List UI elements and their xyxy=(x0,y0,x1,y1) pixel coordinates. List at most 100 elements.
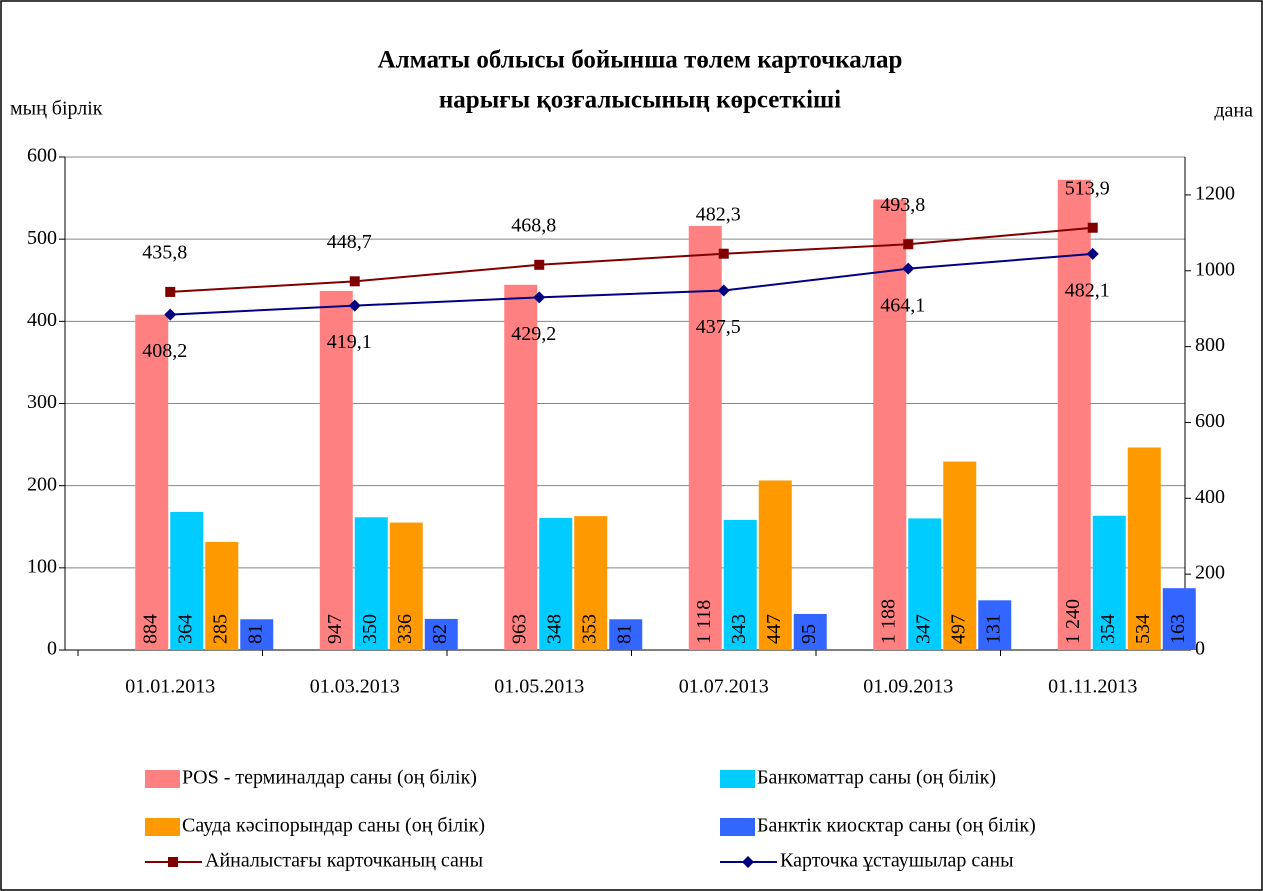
y2-tick-label: 200 xyxy=(1195,562,1225,584)
y-tick-label: 200 xyxy=(27,473,57,495)
bar-value-label: 364 xyxy=(174,614,196,644)
y2-tick-label: 400 xyxy=(1195,486,1225,508)
legend-label: POS - терминалдар саны (оң білік) xyxy=(182,767,477,789)
y2-axis-label: дана xyxy=(1214,100,1253,122)
bar-value-label: 1 188 xyxy=(877,599,899,644)
x-tick-label: 01.01.2013 xyxy=(125,676,215,698)
marker xyxy=(903,239,914,250)
legend-swatch xyxy=(720,770,755,788)
bar-value-label: 354 xyxy=(1097,614,1119,644)
y-tick-label: 0 xyxy=(47,638,57,660)
y-tick-label: 400 xyxy=(27,309,57,331)
bar xyxy=(389,522,423,650)
line-value-label: 448,7 xyxy=(327,231,372,253)
y2-tick-label: 800 xyxy=(1195,334,1225,356)
bar-value-label: 285 xyxy=(209,614,231,644)
bar xyxy=(1057,179,1091,650)
line-value-label: 419,1 xyxy=(327,331,372,353)
line xyxy=(170,252,1093,316)
x-tick-label: 01.05.2013 xyxy=(494,676,584,698)
line-value-label: 429,2 xyxy=(511,323,556,345)
x-tick-label: 01.09.2013 xyxy=(863,676,953,698)
bar-value-label: 884 xyxy=(139,614,161,644)
line-value-label: 513,9 xyxy=(1065,177,1110,199)
legend-label: Банкоматтар саны (оң білік) xyxy=(757,767,996,789)
bar-value-label: 497 xyxy=(947,614,969,644)
line-value-label: 464,1 xyxy=(880,294,925,316)
y-tick-label: 100 xyxy=(27,555,57,577)
marker xyxy=(349,276,360,287)
marker xyxy=(902,262,915,275)
y2-tick-label: 600 xyxy=(1195,410,1225,432)
bar xyxy=(723,519,757,650)
bar xyxy=(758,480,792,650)
bar-value-label: 163 xyxy=(1167,614,1189,644)
line-value-label: 408,2 xyxy=(142,340,187,362)
y2-tick-label: 1200 xyxy=(1195,183,1235,205)
y-tick-label: 300 xyxy=(27,391,57,413)
bar-value-label: 131 xyxy=(982,614,1004,644)
marker xyxy=(348,299,361,312)
chart-title: нарығы қозғалысының көрсеткіші xyxy=(439,87,841,114)
legend-marker xyxy=(742,856,754,868)
bar xyxy=(609,619,643,650)
legend-swatch xyxy=(720,818,755,836)
legend-label: Карточка ұстаушылар саны xyxy=(780,850,1014,872)
y2-tick-label: 1000 xyxy=(1195,258,1235,280)
legend-marker xyxy=(168,857,178,867)
bar xyxy=(319,290,353,650)
bar xyxy=(170,511,204,650)
line-value-label: 468,8 xyxy=(511,214,556,236)
bar xyxy=(205,541,239,650)
marker xyxy=(533,291,546,304)
bar-value-label: 81 xyxy=(244,624,266,644)
bar-value-label: 347 xyxy=(912,614,934,644)
x-tick-label: 01.07.2013 xyxy=(679,676,769,698)
bar-value-label: 95 xyxy=(798,624,820,644)
marker xyxy=(1086,247,1099,260)
line-value-label: 482,3 xyxy=(696,203,741,225)
bar xyxy=(978,600,1012,650)
bar xyxy=(793,613,827,650)
line-value-label: 437,5 xyxy=(696,316,741,338)
legend-swatch xyxy=(145,770,180,788)
bar-value-label: 1 240 xyxy=(1062,599,1084,644)
legend-label: Сауда кәсіпорындар саны (оң білік) xyxy=(182,815,485,837)
bar-value-label: 348 xyxy=(543,614,565,644)
y-tick-label: 500 xyxy=(27,227,57,249)
bar xyxy=(539,518,573,650)
bar-value-label: 947 xyxy=(324,614,346,644)
bar xyxy=(240,619,274,650)
bar xyxy=(574,516,608,650)
bar-value-label: 353 xyxy=(578,614,600,644)
line-value-label: 493,8 xyxy=(880,194,925,216)
bar xyxy=(873,199,907,650)
bar-value-label: 447 xyxy=(763,614,785,644)
bar-value-label: 963 xyxy=(508,614,530,644)
bar-value-label: 336 xyxy=(394,614,416,644)
line xyxy=(170,226,1093,293)
bar xyxy=(908,518,942,650)
y-tick-label: 600 xyxy=(27,145,57,167)
bar xyxy=(504,284,538,650)
legend-swatch xyxy=(145,818,180,836)
line-value-label: 435,8 xyxy=(142,242,187,264)
y2-tick-label: 0 xyxy=(1195,638,1205,660)
bar-value-label: 343 xyxy=(728,614,750,644)
line-value-label: 482,1 xyxy=(1065,279,1110,301)
marker xyxy=(718,248,729,259)
chart-title: Алматы облысы бойынша төлем карточкалар xyxy=(378,47,903,74)
bar xyxy=(688,226,722,650)
legend-label: Айналыстағы карточканың саны xyxy=(205,850,483,872)
bar xyxy=(1162,588,1196,650)
x-tick-label: 01.11.2013 xyxy=(1048,676,1137,698)
bar xyxy=(135,314,169,650)
bar xyxy=(1127,447,1161,650)
bar-value-label: 1 118 xyxy=(693,600,715,644)
bar-value-label: 534 xyxy=(1132,614,1154,644)
bar xyxy=(1092,515,1126,650)
x-tick-label: 01.03.2013 xyxy=(310,676,400,698)
